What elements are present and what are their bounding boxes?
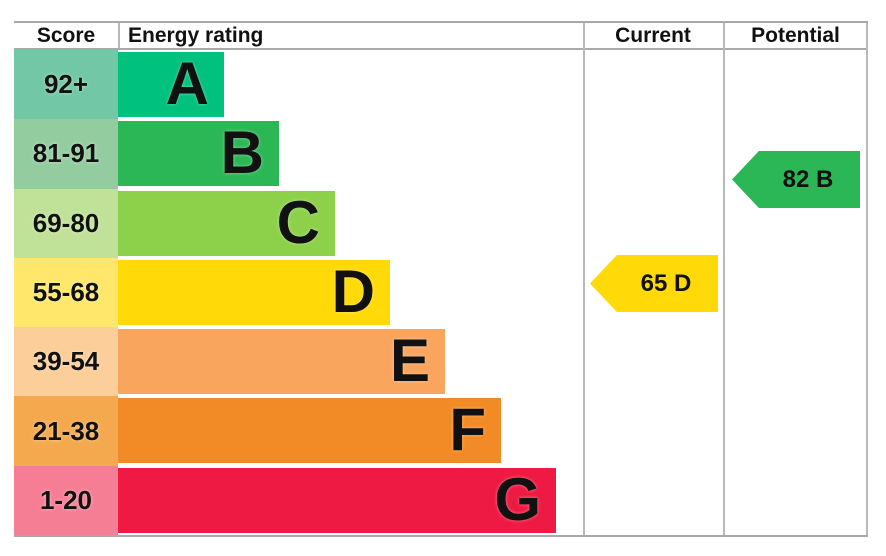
potential-column-divider xyxy=(723,23,725,535)
band-letter: G xyxy=(494,465,541,533)
band-bar-f: F xyxy=(118,396,501,464)
score-column-header: Score xyxy=(36,24,96,47)
header-row: Score Energy rating Current Potential xyxy=(14,23,868,48)
band-row-f: 21-38 F xyxy=(14,396,868,466)
band-bar-c: C xyxy=(118,188,335,256)
epc-table: Score Energy rating Current Potential 92… xyxy=(14,21,868,537)
band-letter: B xyxy=(220,119,264,187)
band-bar-a: A xyxy=(118,52,224,117)
band-letter: E xyxy=(389,327,430,395)
bar-zone: E xyxy=(118,327,868,396)
current-column-divider xyxy=(583,23,585,535)
potential-rating-label: 82 B xyxy=(782,165,834,193)
score-range-label: 21-38 xyxy=(14,396,118,466)
current-column-header: Current xyxy=(615,24,691,47)
bar-zone: A xyxy=(118,50,868,119)
score-column-divider xyxy=(118,23,120,48)
bar-zone: F xyxy=(118,396,868,465)
band-bar-e: E xyxy=(118,327,445,395)
band-letter: C xyxy=(276,188,320,256)
potential-rating-arrow: 82 B xyxy=(732,151,860,208)
bar-zone: G xyxy=(118,466,868,535)
table-right-border xyxy=(866,23,868,535)
bar-zone: C xyxy=(118,189,868,258)
bar-zone: D xyxy=(118,258,868,327)
score-range-label: 55-68 xyxy=(14,257,118,328)
score-range-label: 39-54 xyxy=(14,327,118,397)
header-bottom-border xyxy=(14,48,868,50)
band-row-a: 92+ A xyxy=(14,50,868,120)
band-bar-b: B xyxy=(118,119,279,187)
band-letter: D xyxy=(331,257,375,325)
band-row-d: 55-68 D xyxy=(14,257,868,328)
potential-column-header: Potential xyxy=(751,24,840,47)
table-top-border xyxy=(14,21,868,23)
band-row-e: 39-54 E xyxy=(14,327,868,397)
current-rating-label: 65 D xyxy=(640,269,692,297)
band-row-b: 81-91 B xyxy=(14,119,868,189)
score-range-label: 69-80 xyxy=(14,188,118,258)
current-rating-arrow: 65 D xyxy=(590,255,718,312)
band-bar-d: D xyxy=(118,257,390,325)
score-range-label: 1-20 xyxy=(14,465,118,535)
band-letter: F xyxy=(449,396,486,464)
band-row-c: 69-80 C xyxy=(14,188,868,258)
score-range-label: 81-91 xyxy=(14,119,118,189)
epc-band-rows: 92+ A 81-91 B 69-80 C 55-68 D 39-54 xyxy=(14,50,868,535)
band-letter: A xyxy=(165,50,209,117)
band-bar-g: G xyxy=(118,465,556,533)
band-row-g: 1-20 G xyxy=(14,465,868,535)
energy-rating-column-header: Energy rating xyxy=(128,24,264,47)
score-range-label: 92+ xyxy=(14,50,118,120)
bar-zone: B xyxy=(118,119,868,188)
table-bottom-border xyxy=(14,535,868,537)
